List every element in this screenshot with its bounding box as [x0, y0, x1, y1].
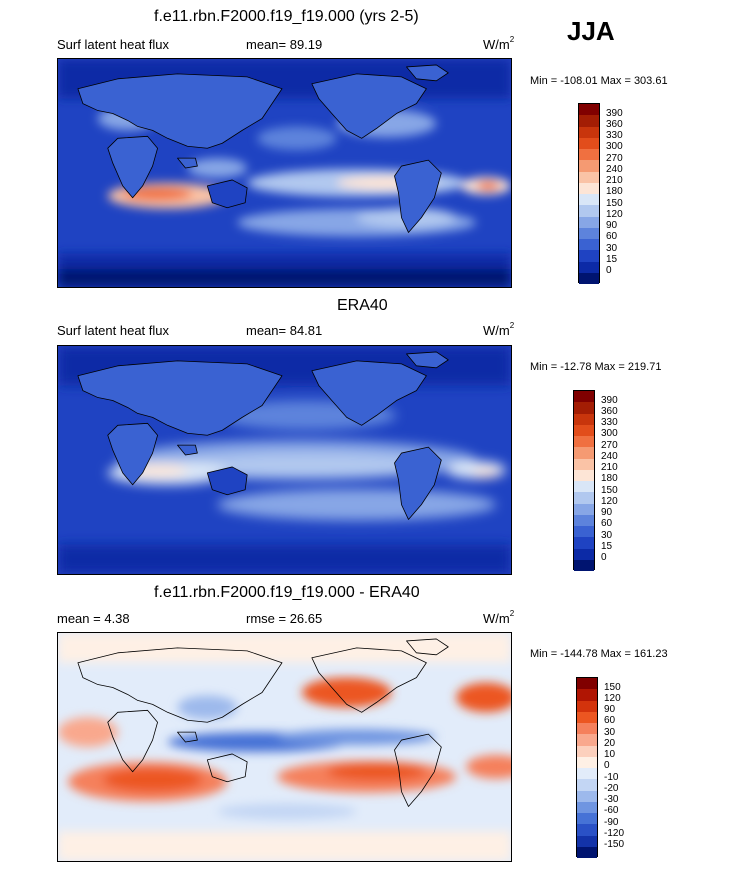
- panel3-tick: -150: [604, 839, 625, 850]
- panel2-tick: 90: [601, 507, 613, 518]
- panel3-tick: 120: [604, 693, 621, 704]
- panel3-tick: 150: [604, 682, 621, 693]
- panel1-tick: 15: [606, 254, 618, 265]
- panel1-title: f.e11.rbn.F2000.f19_f19.000 (yrs 2-5): [154, 8, 419, 25]
- panel1-variable-label: Surf latent heat flux: [57, 37, 170, 52]
- panel1-tick: 90: [606, 220, 618, 231]
- panel3-tick: -30: [604, 794, 619, 805]
- panel2-tick: 0: [601, 552, 607, 563]
- panel1-tick: 180: [606, 186, 623, 197]
- panel3-tick: -90: [604, 817, 619, 828]
- panel1-tick: 270: [606, 153, 623, 164]
- panel2-tick: 30: [601, 530, 613, 541]
- panel3-rmse-label: rmse = 26.65: [246, 611, 323, 626]
- season-label: JJA: [567, 16, 615, 46]
- panel2-tick: 120: [601, 496, 618, 507]
- panel2-title: ERA40: [337, 297, 388, 314]
- panel3-tick: 20: [604, 738, 616, 749]
- panel2-mean-label: mean= 84.81: [246, 323, 323, 338]
- panel2-tick: 180: [601, 473, 618, 484]
- panel1-tick: 120: [606, 209, 623, 220]
- panel1-tick: 360: [606, 119, 623, 130]
- panel2-tick: 330: [601, 417, 618, 428]
- panel2-units-label: W/m2: [483, 321, 515, 338]
- panel2-colorbar: [573, 390, 595, 571]
- panel1-tick: 390: [606, 108, 623, 119]
- panel1-tick: 0: [606, 265, 612, 276]
- panel3-tick: -20: [604, 783, 619, 794]
- panel3-tick: 10: [604, 749, 616, 760]
- panel1-colorbar: [578, 103, 600, 284]
- panel2-tick: 60: [601, 518, 613, 529]
- panel3-colorbar: [576, 677, 598, 858]
- panel3-units-label: W/m2: [483, 609, 515, 626]
- panel1-tick: 240: [606, 164, 623, 175]
- panel1-map: [57, 58, 512, 288]
- panel3-tick: 90: [604, 704, 616, 715]
- panel2-tick: 270: [601, 440, 618, 451]
- panel3-title: f.e11.rbn.F2000.f19_f19.000 - ERA40: [154, 584, 420, 601]
- panel1-tick: 330: [606, 130, 623, 141]
- panel3-mean-label: mean = 4.38: [57, 611, 130, 626]
- panel3-tick: 60: [604, 715, 616, 726]
- panel2-minmax-label: Min = -12.78 Max = 219.71: [530, 361, 662, 373]
- panel1-units-label: W/m2: [483, 35, 515, 52]
- panel3-map: [57, 632, 512, 862]
- panel2-tick: 300: [601, 428, 618, 439]
- panel1-mean-label: mean= 89.19: [246, 37, 323, 52]
- panel1-tick: 150: [606, 198, 623, 209]
- panel2-tick: 210: [601, 462, 618, 473]
- panel2-tick: 360: [601, 406, 618, 417]
- panel1-tick: 210: [606, 175, 623, 186]
- panel3-tick: -60: [604, 805, 619, 816]
- panel3-tick: -10: [604, 772, 619, 783]
- panel1-minmax-label: Min = -108.01 Max = 303.61: [530, 75, 668, 87]
- panel1-tick: 30: [606, 243, 618, 254]
- panel2-map: [57, 345, 512, 575]
- panel2-variable-label: Surf latent heat flux: [57, 323, 170, 338]
- panel1-tick: 60: [606, 231, 618, 242]
- panel3-minmax-label: Min = -144.78 Max = 161.23: [530, 648, 668, 660]
- panel2-tick: 15: [601, 541, 613, 552]
- panel3-tick: -120: [604, 828, 625, 839]
- panel2-tick: 390: [601, 395, 618, 406]
- panel2-tick: 240: [601, 451, 618, 462]
- panel3-tick: 0: [604, 760, 610, 771]
- panel2-tick: 150: [601, 485, 618, 496]
- panel1-tick: 300: [606, 141, 623, 152]
- panel3-tick: 30: [604, 727, 616, 738]
